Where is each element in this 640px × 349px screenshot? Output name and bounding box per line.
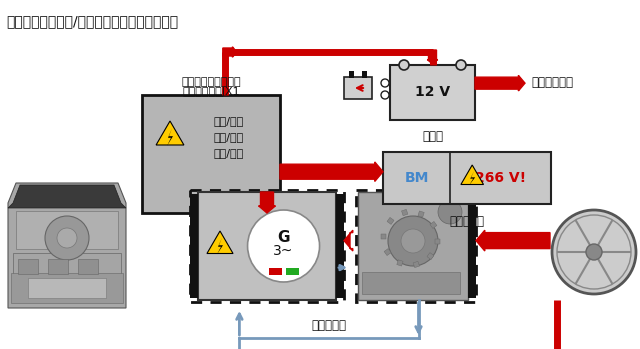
Bar	[356, 190, 476, 302]
Text: 发动机关闭时滑行/制动状态下的能量回收模式: 发动机关闭时滑行/制动状态下的能量回收模式	[6, 14, 178, 28]
FancyArrow shape	[476, 230, 550, 251]
Bar	[383, 152, 551, 204]
FancyArrow shape	[475, 75, 525, 91]
Bar	[430, 222, 437, 229]
Text: 电驱动装置的功率和: 电驱动装置的功率和	[181, 77, 241, 87]
Text: G: G	[277, 230, 290, 245]
FancyArrow shape	[344, 230, 353, 251]
Bar	[349, 71, 354, 78]
Text: 高压蓄电池: 高压蓄电池	[449, 215, 484, 228]
Bar	[269, 268, 282, 275]
Bar	[390, 65, 475, 120]
Bar	[48, 259, 68, 274]
Circle shape	[57, 228, 77, 248]
Bar	[16, 211, 118, 249]
Bar	[418, 211, 424, 217]
Polygon shape	[461, 165, 483, 185]
Circle shape	[45, 216, 89, 260]
Bar	[13, 253, 121, 301]
Polygon shape	[469, 171, 475, 185]
Bar	[358, 192, 468, 300]
Circle shape	[438, 200, 462, 224]
Circle shape	[586, 244, 602, 260]
Circle shape	[552, 210, 636, 294]
FancyArrow shape	[428, 50, 438, 64]
Text: 蓄电池: 蓄电池	[422, 130, 443, 143]
Bar	[78, 259, 98, 274]
Bar	[28, 278, 106, 298]
Circle shape	[381, 79, 389, 87]
Bar	[362, 272, 460, 294]
FancyArrow shape	[280, 162, 383, 181]
Bar	[427, 253, 434, 260]
Text: BM: BM	[404, 171, 429, 185]
Bar	[413, 261, 419, 268]
Text: 12 V: 12 V	[415, 86, 450, 99]
Bar	[285, 268, 298, 275]
Bar	[381, 233, 387, 238]
Bar	[401, 209, 408, 216]
Bar	[190, 190, 344, 302]
FancyArrow shape	[223, 47, 237, 57]
Polygon shape	[156, 121, 184, 145]
Bar	[11, 273, 123, 303]
Bar	[344, 77, 372, 99]
Bar	[362, 71, 367, 78]
Bar	[397, 260, 403, 266]
Text: 3~: 3~	[273, 244, 294, 258]
Circle shape	[401, 229, 425, 253]
Bar	[435, 238, 440, 244]
Bar	[198, 192, 336, 300]
Polygon shape	[167, 128, 173, 146]
Circle shape	[381, 91, 389, 99]
Polygon shape	[8, 185, 126, 208]
Text: 266 V!: 266 V!	[475, 171, 526, 185]
Text: 发电机模式: 发电机模式	[312, 319, 346, 332]
Bar	[336, 194, 344, 298]
Circle shape	[388, 216, 438, 266]
Circle shape	[456, 60, 466, 70]
Text: 车辆电气系统: 车辆电气系统	[531, 76, 573, 89]
Polygon shape	[217, 238, 223, 254]
Bar	[387, 217, 394, 224]
Text: 控制电子装置JX1: 控制电子装置JX1	[182, 87, 240, 97]
Bar	[142, 95, 280, 213]
FancyArrow shape	[259, 192, 275, 213]
Polygon shape	[8, 183, 126, 308]
Text: 直流/直流
交流/直流
直流/交流: 直流/直流 交流/直流 直流/交流	[214, 117, 244, 158]
Bar	[190, 194, 198, 298]
Bar	[468, 194, 476, 298]
Polygon shape	[207, 231, 233, 253]
Circle shape	[399, 60, 409, 70]
Bar	[384, 248, 391, 255]
Circle shape	[248, 210, 319, 282]
Bar	[18, 259, 38, 274]
